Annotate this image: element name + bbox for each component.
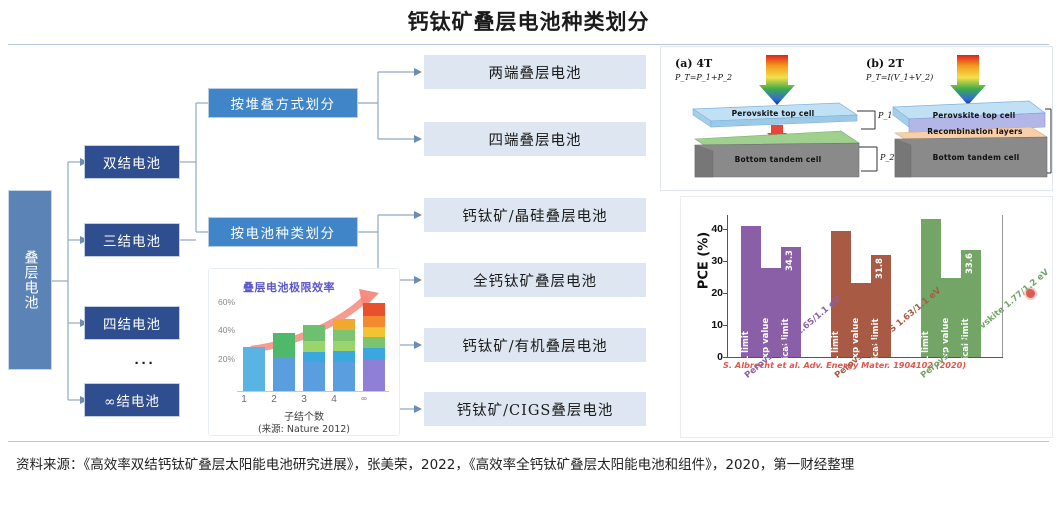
panel-a-equation: P_T=P_1+P_2 — [675, 73, 733, 82]
flow-ellipsis: ··· — [134, 355, 156, 372]
inset-xtick-4: 4 — [331, 394, 337, 405]
pce-ytick-40: 40 — [711, 223, 723, 235]
inset-source-note: (来源: Nature 2012) — [257, 424, 351, 435]
pce-bar-si-dbl: DBL limit — [741, 226, 761, 375]
inset-bar-5 — [363, 303, 385, 391]
inset-bar-2 — [273, 333, 295, 391]
page-title: 钙钛矿叠层电池种类划分 — [407, 10, 650, 34]
panel-a-layer-top: Perovskite top cell — [731, 109, 815, 118]
flow-node-quad-junction[interactable]: 四结电池 — [84, 306, 180, 340]
flow-node-by-type[interactable]: 按电池种类划分 — [208, 217, 358, 247]
pce-bar-cigs-best: best exp value — [851, 283, 871, 388]
pce-value-cigs: 31.8 — [875, 258, 885, 279]
inset-bar-3 — [303, 325, 325, 391]
pce-bar-label-cigs-emp: empirical limit — [871, 318, 881, 388]
pce-y-axis-right — [1002, 215, 1004, 357]
inset-xtick-2: 2 — [271, 394, 277, 405]
flow-root-node[interactable]: 叠层电池 — [8, 190, 52, 370]
pce-bar-cigs-emp: empirical limit 31.8 — [871, 255, 891, 388]
flow-node-by-stacking[interactable]: 按堆叠方式划分 — [208, 88, 358, 118]
inset-xtick-1: 1 — [241, 394, 247, 405]
pce-bar-pero-best: best exp value — [941, 278, 961, 388]
panel-a-brace-p2: P_2 — [880, 153, 895, 162]
pce-ytick-0: 0 — [717, 351, 723, 363]
pce-value-pero: 33.6 — [965, 253, 975, 274]
panel-b-layer-bottom: Bottom tandem cell — [932, 153, 1020, 162]
inset-plot-area — [239, 299, 389, 391]
source-footnote: 资料来源：《高效率双结钙钛矿叠层太阳能电池研究进展》，张美荣，2022，《高效率… — [16, 457, 855, 473]
panel-b-tag: (b) 2T — [866, 57, 904, 70]
pce-ytick-30: 30 — [711, 255, 723, 267]
flow-node-4t-tandem[interactable]: 四端叠层电池 — [424, 122, 646, 156]
panel-b-layer-recomb: Recombination layers — [927, 127, 1023, 136]
pce-y-axis — [727, 215, 729, 357]
flow-node-perovskite-silicon[interactable]: 钙钛矿/晶硅叠层电池 — [424, 198, 646, 232]
divider-top — [8, 44, 1049, 45]
pce-bar-si-best: best exp value — [761, 268, 781, 388]
inset-x-axis-label: 子结个数 — [284, 412, 324, 423]
pce-bar-label-si-emp: empirical limit — [781, 318, 791, 388]
pce-bar-pero-emp: empirical limit 33.6 — [961, 250, 981, 388]
pce-value-si: 34.3 — [785, 250, 795, 271]
inset-limit-efficiency-chart: 叠层电池极限效率 20% 40% 60% — [208, 268, 400, 436]
flow-node-perovskite-cigs[interactable]: 钙钛矿/CIGS叠层电池 — [424, 392, 646, 426]
panel-a-tag: (a) 4T — [675, 57, 713, 70]
inset-ytick-40: 40% — [217, 325, 235, 335]
inset-xtick-3: 3 — [301, 394, 307, 405]
flow-node-triple-junction[interactable]: 三结电池 — [84, 223, 180, 257]
pce-ytick-10: 10 — [711, 319, 723, 331]
pce-bar-si-emp: empirical limit 34.3 — [781, 247, 801, 388]
inset-chart-title: 叠层电池极限效率 — [243, 281, 335, 294]
inset-bar-4 — [333, 319, 355, 391]
flow-node-all-perovskite[interactable]: 全钙钛矿叠层电池 — [424, 263, 646, 297]
flow-node-perovskite-organic[interactable]: 钙钛矿/有机叠层电池 — [424, 328, 646, 362]
divider-bottom — [8, 441, 1049, 442]
pce-marker-dot — [1026, 289, 1035, 298]
pce-bar-pero-dbl: DBL limit — [921, 219, 941, 375]
flow-node-infinite-junction[interactable]: ∞结电池 — [84, 383, 180, 417]
pce-limits-chart: PCE (%) 0 10 20 30 40 DBL limit best exp… — [680, 196, 1053, 438]
pce-bar-cigs-dbl: DBL limit — [831, 231, 851, 375]
tandem-architecture-schematic: (a) 4T P_T=P_1+P_2 Perovskite top cell B… — [660, 46, 1053, 191]
panel-b-equation: P_T=I(V_1+V_2) — [866, 73, 934, 82]
inset-ytick-60: 60% — [217, 297, 235, 307]
inset-ytick-20: 20% — [217, 354, 235, 364]
pce-citation: S. Albrecht et al. Adv. Energy Mater. 19… — [723, 360, 967, 370]
inset-x-axis — [237, 391, 389, 392]
pce-x-axis — [727, 357, 1003, 359]
inset-bar-1 — [243, 347, 265, 391]
panel-a-layer-bottom: Bottom tandem cell — [734, 155, 822, 164]
panel-a-brace-p1: P_1 — [878, 111, 893, 120]
flow-node-dual-junction[interactable]: 双结电池 — [84, 145, 180, 179]
pce-ytick-20: 20 — [711, 287, 723, 299]
panel-b-layer-top: Perovskite top cell — [932, 111, 1016, 120]
inset-xtick-inf: ∞ — [361, 394, 367, 403]
flow-node-2t-tandem[interactable]: 两端叠层电池 — [424, 55, 646, 89]
